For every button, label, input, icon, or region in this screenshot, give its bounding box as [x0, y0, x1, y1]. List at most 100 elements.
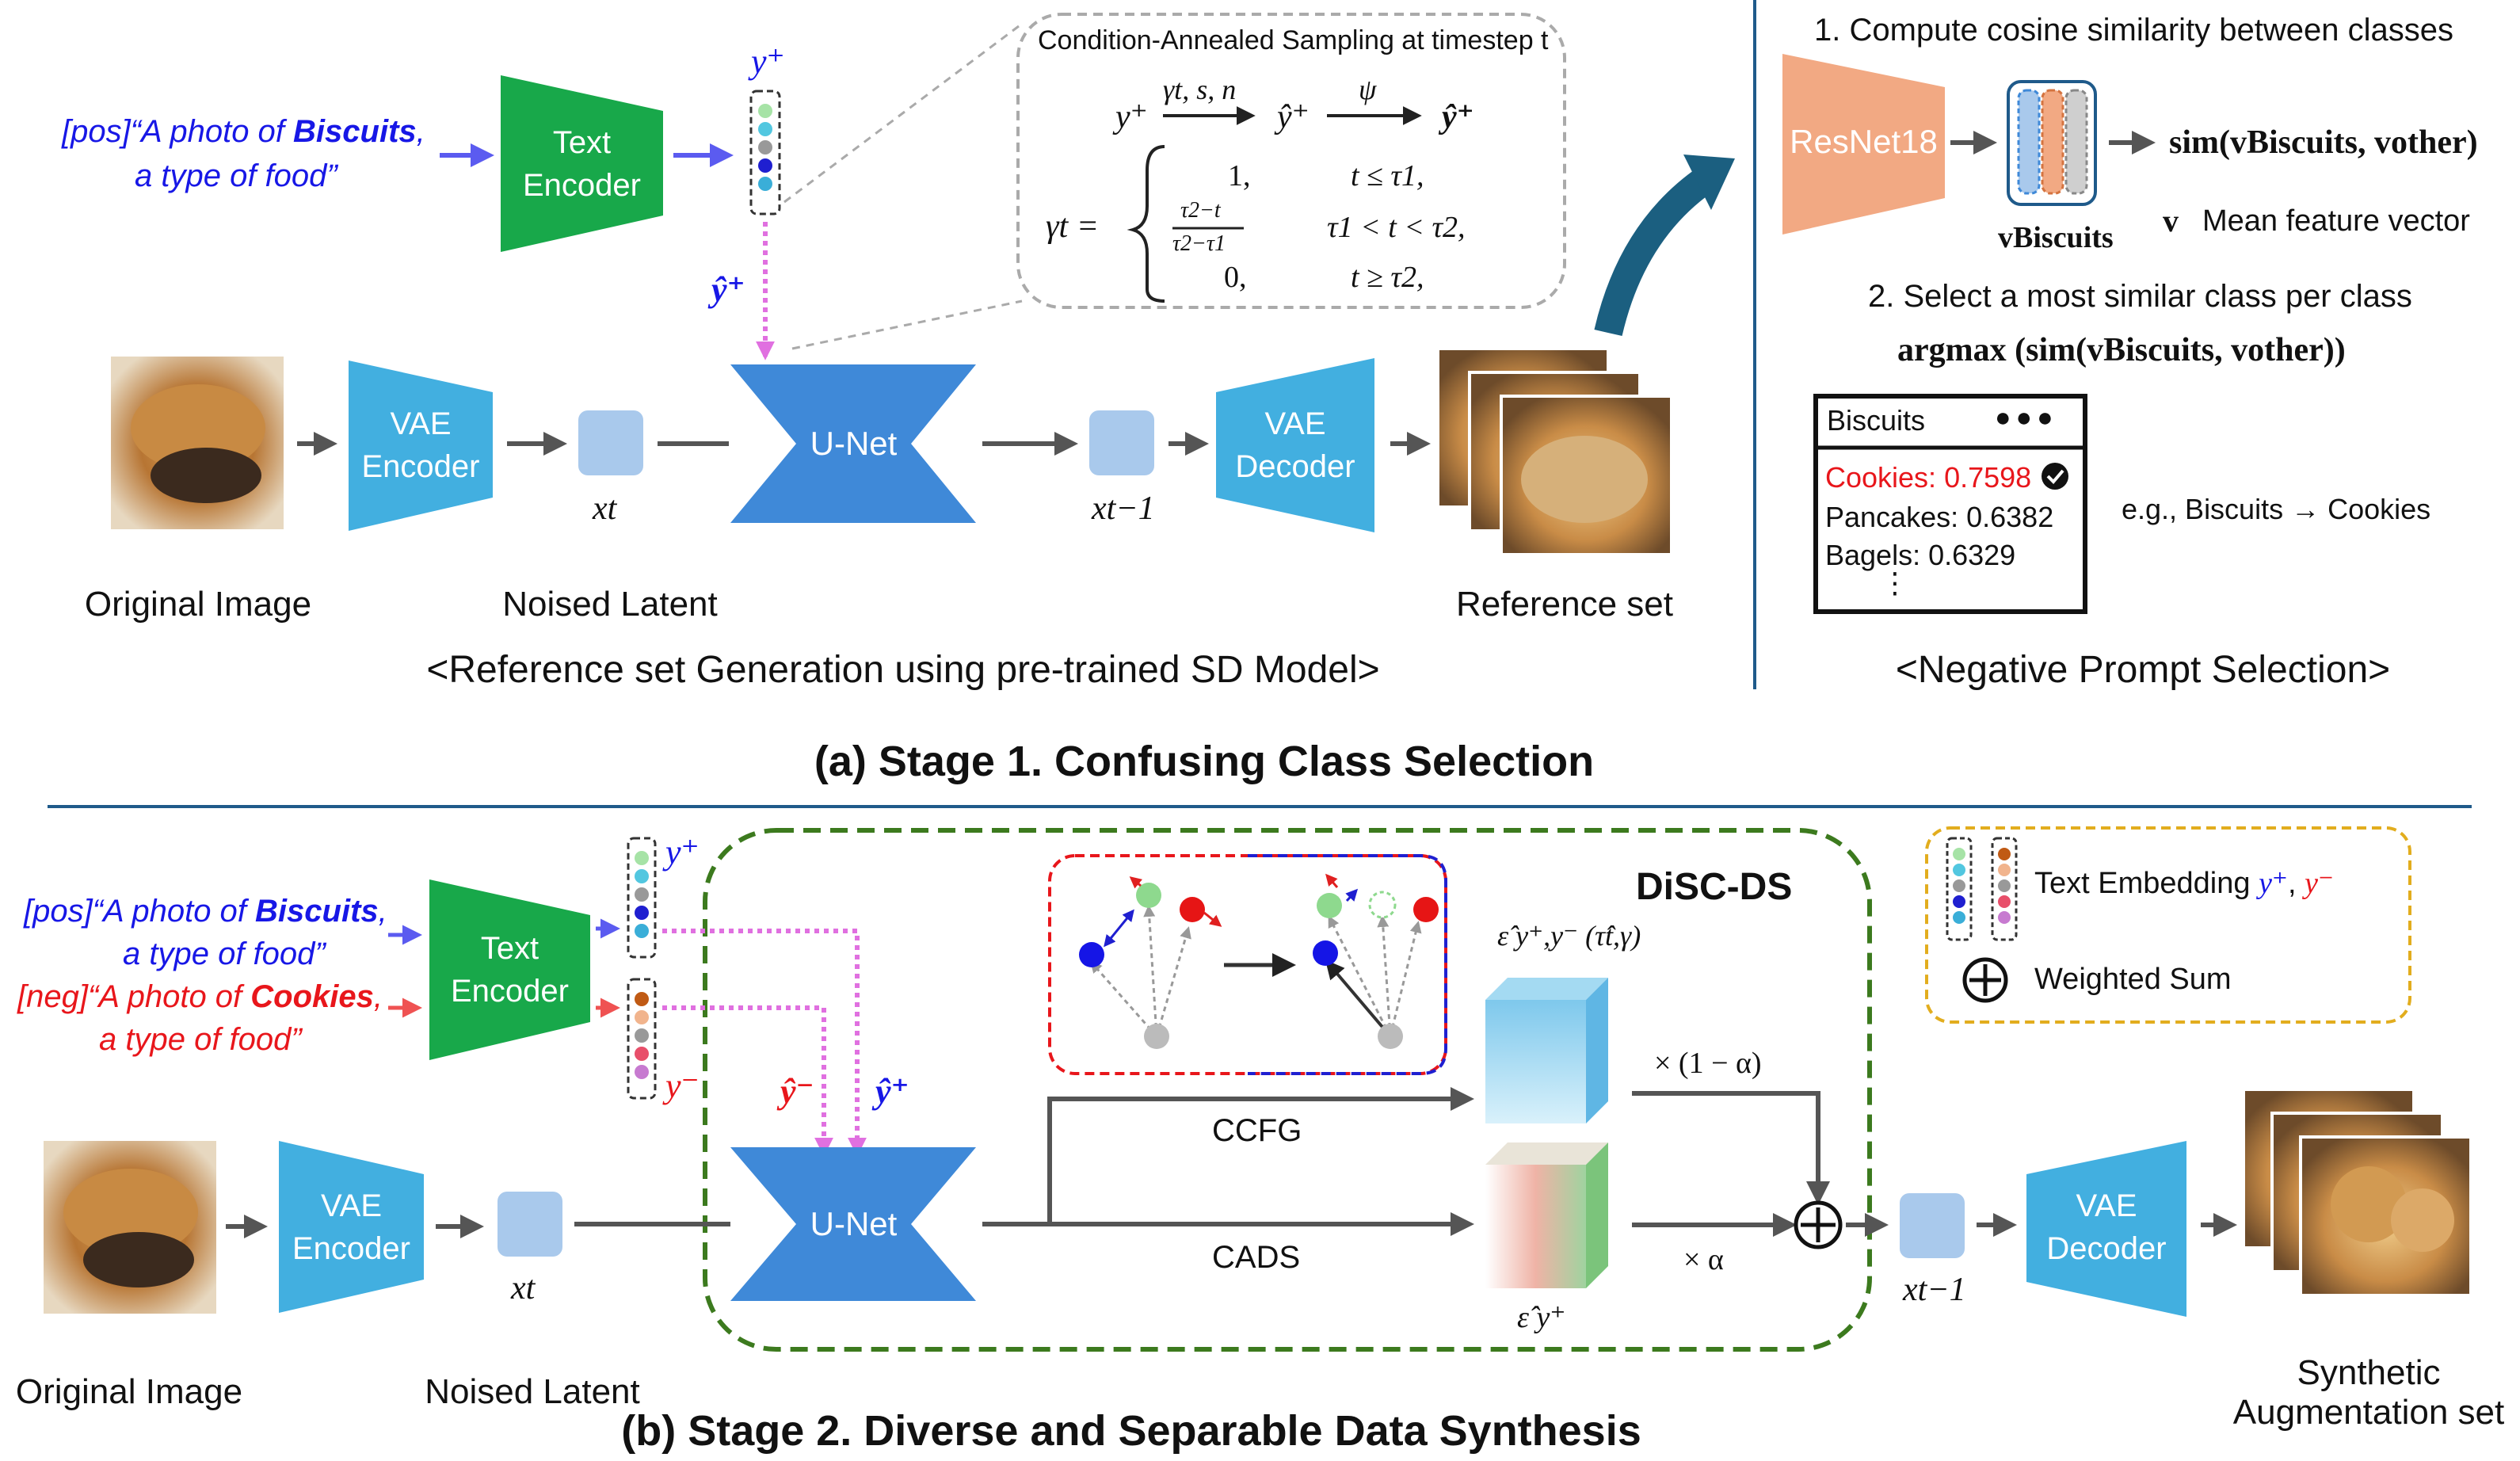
ccfg-label: CCFG [1212, 1113, 1302, 1148]
vae-decoder-1-label: VAE Decoder [1216, 402, 1374, 488]
text-encoder-1 [501, 75, 663, 252]
check-icon [2042, 463, 2068, 490]
condition-annealed-title: Condition-Annealed Sampling at timestep … [1038, 25, 1549, 55]
pos-prompt-1-pre: [pos]“A photo of [62, 114, 294, 149]
embedding-y-plus-2 [627, 837, 657, 959]
stage1-title: (a) Stage 1. Confusing Class Selection [814, 738, 1595, 785]
gamma-case2-num: τ2−t [1180, 198, 1221, 223]
neg-step2: 2. Select a most similar class per class [1868, 279, 2412, 314]
y-hat-plus-label-2: ŷ⁺ [875, 1072, 909, 1111]
disc-ds-box [703, 828, 1872, 1352]
neg-prompt-2-class: Cookies [250, 979, 374, 1014]
pos-prompt-2-pre: [pos]“A photo of [24, 894, 256, 929]
vae-encoder-2-l2: Encoder [292, 1231, 410, 1266]
unet-1-label: U-Net [810, 425, 898, 462]
text-encoder-2 [429, 879, 590, 1060]
curved-arrow [1594, 166, 1716, 337]
list-item-pancakes: Pancakes: 0.6382 [1825, 501, 2054, 533]
sim-expression: sim(vBiscuits, vother) [2169, 124, 2478, 161]
vae-decoder-2 [2026, 1141, 2186, 1317]
vae-encoder-1-l2: Encoder [361, 449, 480, 484]
vae-decoder-2-l2: Decoder [2046, 1231, 2167, 1266]
neg-prompt-2-line2: a type of food” [99, 1022, 302, 1057]
stage2-title: (b) Stage 2. Diverse and Separable Data … [621, 1407, 1641, 1455]
vae-decoder-1-l2: Decoder [1235, 449, 1355, 484]
synthetic-label-l1: Synthetic [2297, 1353, 2441, 1392]
vae-decoder-2-label: VAE Decoder [2026, 1184, 2186, 1270]
vae-encoder-2-label: VAE Encoder [279, 1184, 424, 1270]
vae-encoder-2-l1: VAE [320, 1188, 383, 1223]
list-more: ⋮ [1881, 566, 1909, 599]
y-minus-label-2: y⁻ [665, 1066, 700, 1105]
example-mapping: e.g., Biscuits → Cookies [2122, 493, 2431, 525]
eps-cads-label: ε̂ y⁺ [1517, 1301, 1566, 1334]
gamma-case1-cond: t ≤ τ1, [1351, 159, 1424, 193]
noised-latent-label-2: Noised Latent [425, 1372, 640, 1411]
vae-encoder-1-label: VAE Encoder [349, 402, 493, 488]
gamma-case3-val: 0, [1224, 261, 1247, 294]
cond-eq-mid: ŷ⁺ [1277, 99, 1310, 135]
legend-text-embedding: Text Embedding y⁺, y⁻ [2034, 867, 2335, 900]
pos-prompt-2-line2: a type of food” [123, 936, 326, 971]
list-item-bagels: Bagels: 0.6329 [1825, 539, 2016, 571]
text-encoder-1-label: Text Encoder [501, 121, 663, 207]
stage1-subcaption: <Reference set Generation using pre-trai… [426, 649, 1380, 691]
similarity-list [1813, 394, 2087, 614]
argmax-expression: argmax (sim(vBiscuits, vother)) [1897, 332, 2346, 368]
noised-latent-label-1: Noised Latent [502, 585, 718, 624]
eps-ccfg-label: ε̂ y⁺,y⁻ (τ̂t,γ) [1497, 920, 1641, 952]
disc-ds-label: DiSC-DS [1636, 866, 1793, 908]
neg-prompt-2-post: , [373, 979, 383, 1014]
neg-prompt-2: [neg]“A photo of Cookies, [17, 979, 383, 1015]
ccfg-cube [1485, 978, 1608, 1123]
times-one-minus-alpha: × (1 − α) [1654, 1047, 1762, 1080]
pos-prompt-1: [pos]“A photo of Biscuits, [62, 114, 425, 150]
unet-2-label: U-Net [810, 1205, 898, 1242]
pos-prompt-1-class: Biscuits [293, 114, 417, 149]
condition-annealed-box [1016, 13, 1566, 309]
cond-eq-right: ŷ⁺ [1442, 99, 1474, 135]
neg-prompt-2-pre: [neg]“A photo of [17, 979, 251, 1014]
latent-xt-minus-1-2 [1900, 1193, 1965, 1258]
list-item-cookies: Cookies: 0.7598 [1825, 461, 2032, 494]
gamma-case2-cond: τ1 < t < τ2, [1327, 211, 1466, 244]
xt-minus-1-label-1: xt−1 [1092, 490, 1155, 527]
latent-xt-1 [578, 410, 643, 475]
resnet18-label: ResNet18 [1790, 123, 1938, 160]
xt-minus-1-label-2: xt−1 [1903, 1272, 1966, 1308]
cond-eq-left: y⁺ [1115, 99, 1148, 135]
legend-y-plus: y⁺ [2259, 867, 2288, 900]
legend-box [1925, 826, 2411, 1024]
latent-xt-2 [498, 1192, 562, 1257]
xt-label-1: xt [593, 490, 617, 527]
vae-decoder-1-l1: VAE [1264, 406, 1326, 441]
mean-feature-v: v [2163, 203, 2179, 238]
legend-weighted-sum: Weighted Sum [2034, 963, 2232, 996]
legend-text-embedding-label: Text Embedding [2034, 867, 2251, 900]
vae-encoder-2 [279, 1141, 424, 1313]
vae-decoder-2-l1: VAE [2076, 1188, 2137, 1223]
unet-1 [730, 364, 976, 523]
text-encoder-2-l1: Text [480, 931, 539, 966]
reference-set-label: Reference set [1456, 585, 1673, 624]
reference-set-images [1436, 347, 1673, 556]
cond-eq-over2: ψ [1359, 74, 1377, 105]
gamma-lhs: γt = [1046, 208, 1100, 245]
original-image-label-1: Original Image [84, 585, 312, 624]
resnet18 [1782, 54, 1945, 235]
synthetic-set-images [2242, 1088, 2472, 1297]
text-encoder-1-label-l1: Text [552, 125, 612, 160]
list-header: Biscuits [1827, 404, 1926, 437]
pos-prompt-2-post: , [378, 894, 387, 929]
xt-label-2: xt [511, 1270, 536, 1307]
ccfg-arrow [1047, 1087, 1474, 1224]
text-encoder-2-label: Text Encoder [429, 927, 590, 1013]
vae-encoder-1 [349, 360, 493, 531]
legend-y-minus: y⁻ [2305, 867, 2335, 900]
pos-prompt-2-class: Biscuits [255, 894, 379, 929]
unet-2 [730, 1147, 976, 1301]
embedding-y-plus-1 [749, 90, 781, 216]
list-dots: ●●● [1995, 402, 2058, 433]
vae-encoder-1-l1: VAE [390, 406, 452, 441]
